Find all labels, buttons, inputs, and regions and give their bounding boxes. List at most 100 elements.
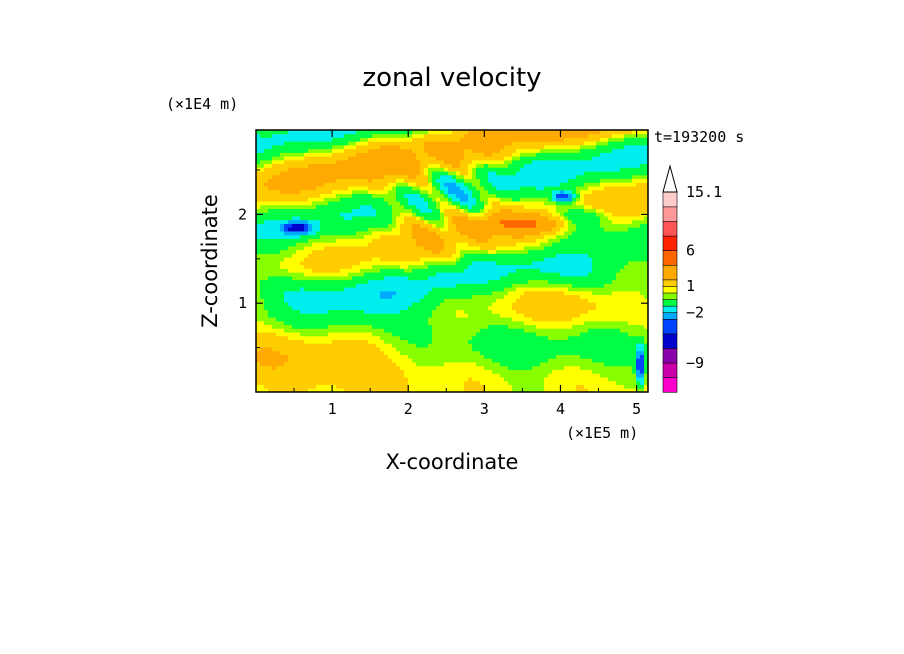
field-cell [288,354,293,359]
field-cell [604,362,609,367]
field-cell [316,238,321,243]
field-cell [492,373,497,378]
field-cell [452,354,457,359]
field-cell [420,253,425,258]
field-cell [628,302,633,307]
field-cell [560,223,565,228]
field-cell [436,253,441,258]
field-cell [496,332,501,337]
field-cell [364,339,369,344]
field-cell [300,223,305,228]
field-cell [264,305,269,311]
field-cell [452,234,457,239]
field-cell [256,249,261,254]
field-cell [356,362,361,367]
field-cell [380,320,385,326]
field-cell [544,249,549,254]
field-cell [632,272,637,277]
field-cell [504,339,509,344]
field-cell [408,257,413,262]
field-cell [332,227,337,232]
field-cell [432,223,437,228]
field-cell [532,287,537,292]
field-cell [388,294,393,299]
field-cell [428,234,433,239]
field-cell [440,350,445,355]
field-cell [504,212,509,217]
field-cell [424,279,429,284]
field-cell [484,305,489,311]
field-cell [328,204,333,209]
field-cell [524,279,529,284]
field-cell [544,309,549,314]
field-cell [460,320,465,326]
field-cell [264,320,269,326]
field-cell [520,208,525,213]
field-cell [428,212,433,217]
field-cell [328,238,333,243]
field-cell [524,272,529,277]
field-cell [440,219,445,224]
field-cell [612,347,617,352]
field-cell [264,309,269,314]
field-cell [596,339,601,344]
field-cell [584,264,589,269]
field-cell [364,275,369,281]
field-cell [464,377,469,382]
field-cell [364,343,369,348]
field-cell [292,234,297,239]
field-cell [568,264,573,269]
field-cell [360,257,365,262]
field-cell [312,328,317,333]
field-cell [436,335,441,340]
field-cell [592,227,597,232]
field-cell [268,373,273,378]
field-cell [560,231,565,236]
field-cell [620,272,625,277]
field-cell [596,313,601,318]
field-cell [588,234,593,239]
field-cell [632,246,637,251]
field-cell [428,216,433,221]
field-cell [512,283,517,288]
field-cell [408,204,413,209]
field-cell [388,305,393,311]
field-cell [644,290,648,296]
field-cell [624,309,629,314]
field-cell [312,261,317,266]
field-cell [580,208,585,213]
field-cell [388,257,393,262]
field-cell [424,347,429,352]
field-cell [588,257,593,262]
field-cell [620,339,625,344]
field-cell [636,253,641,258]
field-cell [380,354,385,359]
field-cell [580,320,585,326]
field-cell [484,328,489,333]
field-cell [516,388,521,392]
field-cell [356,373,361,378]
field-cell [320,309,325,314]
field-cell [588,238,593,243]
field-cell [476,261,481,266]
field-cell [280,380,285,385]
field-cell [640,335,645,340]
field-cell [320,324,325,329]
field-cell [584,246,589,251]
field-cell [548,317,553,322]
field-cell [464,343,469,348]
field-cell [460,201,465,206]
field-cell [644,231,648,236]
field-cell [484,257,489,262]
field-cell [452,272,457,277]
field-cell [588,313,593,318]
field-cell [332,261,337,266]
field-cell [484,343,489,348]
field-cell [416,268,421,273]
field-cell [568,339,573,344]
field-cell [372,309,377,314]
field-cell [376,264,381,269]
field-cell [584,223,589,228]
field-cell [532,365,537,370]
field-cell [612,298,617,303]
